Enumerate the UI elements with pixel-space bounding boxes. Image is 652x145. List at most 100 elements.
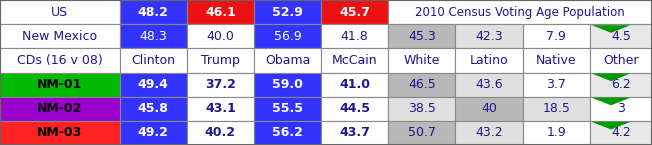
Text: Trump: Trump xyxy=(201,54,240,67)
Polygon shape xyxy=(591,122,630,129)
Text: 52.9: 52.9 xyxy=(272,6,303,19)
Text: Native: Native xyxy=(536,54,576,67)
Text: 43.1: 43.1 xyxy=(205,102,236,115)
Text: 40.0: 40.0 xyxy=(207,30,234,43)
Bar xyxy=(187,24,254,48)
Bar xyxy=(321,48,389,72)
Text: 37.2: 37.2 xyxy=(205,78,236,91)
Text: 38.5: 38.5 xyxy=(408,102,436,115)
Text: 2010 Census Voting Age Population: 2010 Census Voting Age Population xyxy=(415,6,625,19)
Text: 44.5: 44.5 xyxy=(339,102,370,115)
Bar xyxy=(120,121,187,145)
Text: 48.3: 48.3 xyxy=(140,30,167,43)
Text: 45.7: 45.7 xyxy=(339,6,370,19)
Text: 45.3: 45.3 xyxy=(408,30,436,43)
Text: McCain: McCain xyxy=(332,54,378,67)
Bar xyxy=(522,72,589,97)
Text: 41.8: 41.8 xyxy=(341,30,368,43)
Bar xyxy=(254,0,321,24)
Text: 45.8: 45.8 xyxy=(138,102,169,115)
Text: NM-02: NM-02 xyxy=(37,102,83,115)
Text: 1.9: 1.9 xyxy=(546,126,566,139)
Bar xyxy=(589,24,652,48)
Bar xyxy=(0,121,120,145)
Text: 50.7: 50.7 xyxy=(408,126,436,139)
Bar xyxy=(589,72,652,97)
Bar xyxy=(456,97,522,121)
Bar xyxy=(522,24,589,48)
Text: NM-01: NM-01 xyxy=(37,78,83,91)
Text: 43.2: 43.2 xyxy=(475,126,503,139)
Bar xyxy=(389,24,456,48)
Bar xyxy=(254,97,321,121)
Bar xyxy=(120,48,187,72)
Bar xyxy=(589,48,652,72)
Bar xyxy=(187,97,254,121)
Text: NM-03: NM-03 xyxy=(37,126,83,139)
Bar xyxy=(120,72,187,97)
Polygon shape xyxy=(591,98,630,105)
Text: 40: 40 xyxy=(481,102,497,115)
Bar xyxy=(389,48,456,72)
Text: 3: 3 xyxy=(617,102,625,115)
Text: New Mexico: New Mexico xyxy=(22,30,97,43)
Bar xyxy=(321,97,389,121)
Bar xyxy=(321,24,389,48)
Bar xyxy=(321,72,389,97)
Bar xyxy=(389,0,652,24)
Text: Other: Other xyxy=(603,54,638,67)
Polygon shape xyxy=(591,25,630,33)
Bar xyxy=(254,24,321,48)
Bar xyxy=(254,121,321,145)
Text: 42.3: 42.3 xyxy=(475,30,503,43)
Bar xyxy=(589,121,652,145)
Text: 56.2: 56.2 xyxy=(272,126,303,139)
Text: 59.0: 59.0 xyxy=(272,78,303,91)
Text: Obama: Obama xyxy=(265,54,310,67)
Bar xyxy=(0,48,120,72)
Text: 7.9: 7.9 xyxy=(546,30,566,43)
Bar xyxy=(522,121,589,145)
Bar xyxy=(0,97,120,121)
Text: 41.0: 41.0 xyxy=(339,78,370,91)
Bar xyxy=(522,97,589,121)
Text: 40.2: 40.2 xyxy=(205,126,236,139)
Text: Latino: Latino xyxy=(469,54,509,67)
Bar xyxy=(321,121,389,145)
Text: 49.2: 49.2 xyxy=(138,126,169,139)
Text: 18.5: 18.5 xyxy=(542,102,570,115)
Bar xyxy=(187,0,254,24)
Bar xyxy=(456,24,522,48)
Bar xyxy=(0,24,120,48)
Text: 49.4: 49.4 xyxy=(138,78,169,91)
Bar xyxy=(254,72,321,97)
Text: 46.1: 46.1 xyxy=(205,6,236,19)
Text: White: White xyxy=(404,54,440,67)
Bar xyxy=(456,72,522,97)
Polygon shape xyxy=(591,74,630,81)
Bar xyxy=(120,24,187,48)
Text: 46.5: 46.5 xyxy=(408,78,436,91)
Bar xyxy=(522,48,589,72)
Bar xyxy=(389,97,456,121)
Bar xyxy=(0,0,120,24)
Text: 4.2: 4.2 xyxy=(611,126,630,139)
Text: 3.7: 3.7 xyxy=(546,78,566,91)
Text: 4.5: 4.5 xyxy=(611,30,630,43)
Text: 6.2: 6.2 xyxy=(611,78,630,91)
Bar xyxy=(589,97,652,121)
Bar xyxy=(389,72,456,97)
Text: 43.6: 43.6 xyxy=(475,78,503,91)
Bar xyxy=(120,0,187,24)
Bar xyxy=(120,97,187,121)
Text: 55.5: 55.5 xyxy=(272,102,303,115)
Bar xyxy=(254,48,321,72)
Bar xyxy=(456,121,522,145)
Text: Clinton: Clinton xyxy=(131,54,175,67)
Bar xyxy=(456,48,522,72)
Text: US: US xyxy=(52,6,68,19)
Text: 56.9: 56.9 xyxy=(274,30,301,43)
Bar xyxy=(321,0,389,24)
Bar xyxy=(0,72,120,97)
Bar xyxy=(187,121,254,145)
